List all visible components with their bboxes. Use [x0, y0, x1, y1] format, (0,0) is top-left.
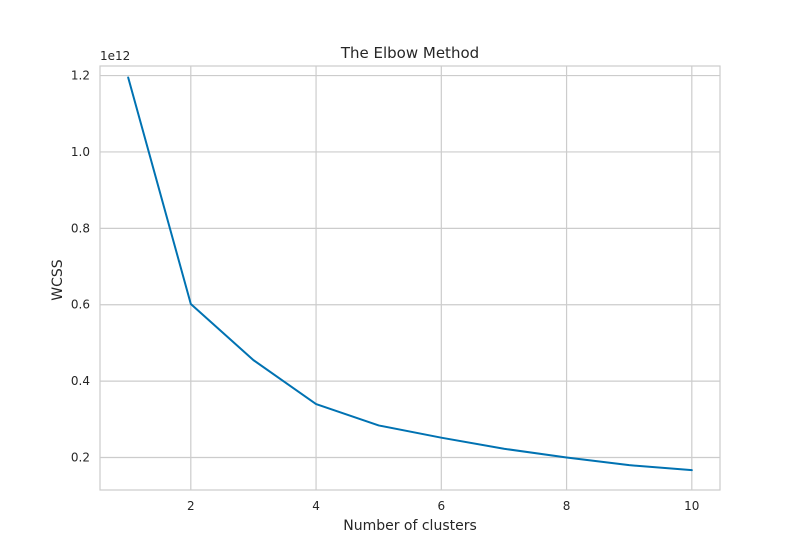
y-tick-label: 1.2	[71, 69, 90, 83]
x-tick-label: 10	[684, 499, 699, 513]
series-layer	[127, 76, 693, 472]
y-tick-label: 0.8	[71, 221, 90, 235]
grid-layer	[100, 66, 720, 490]
x-axis-label: Number of clusters	[343, 518, 477, 534]
x-tick-label: 4	[312, 499, 320, 513]
y-tick-label: 1.0	[71, 145, 90, 159]
plot-frame	[99, 65, 721, 491]
y-tick-label: 0.2	[71, 451, 90, 465]
y-axis-ticks: 0.2 0.4 0.6 0.8 1.0 1.2	[71, 69, 90, 465]
x-tick-label: 8	[563, 499, 571, 513]
x-axis-ticks: 2 4 6 8 10	[187, 499, 699, 513]
y-tick-label: 0.4	[71, 374, 90, 388]
chart-title: The Elbow Method	[340, 44, 479, 62]
y-tick-label: 0.6	[71, 298, 90, 312]
wcss-series-line	[127, 76, 693, 472]
y-axis-offset-label: 1e12	[100, 49, 130, 63]
x-tick-label: 2	[187, 499, 195, 513]
y-axis-label: WCSS	[50, 259, 66, 301]
x-tick-label: 6	[437, 499, 445, 513]
